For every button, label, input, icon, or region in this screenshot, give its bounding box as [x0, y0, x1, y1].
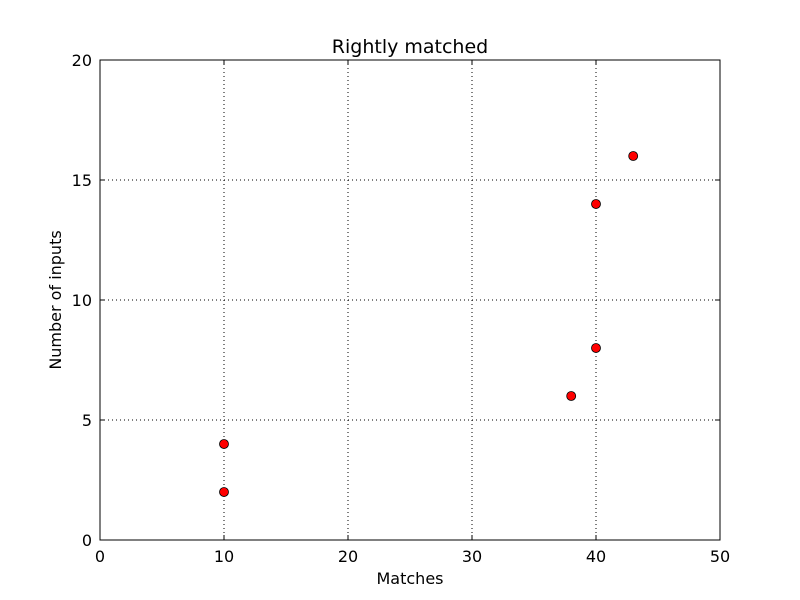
- y-tick-label: 0: [82, 531, 92, 550]
- data-point: [219, 439, 229, 449]
- x-tick-label: 30: [462, 547, 482, 566]
- data-point: [591, 199, 601, 209]
- x-tick-label: 0: [95, 547, 105, 566]
- y-tick-label: 15: [72, 171, 92, 190]
- data-point: [628, 151, 639, 161]
- x-tick-label: 40: [586, 547, 606, 566]
- x-tick-label: 50: [710, 547, 730, 566]
- y-axis-label: Number of inputs: [46, 230, 65, 369]
- x-axis-label: Matches: [377, 569, 444, 588]
- chart-title: Rightly matched: [332, 36, 488, 58]
- data-points: [219, 151, 639, 497]
- data-point: [219, 487, 229, 497]
- plot-area: [99, 59, 721, 541]
- y-tick-labels: 0 5 10 15 20: [72, 51, 92, 550]
- plot-frame: [99, 59, 721, 541]
- y-tick-label: 10: [72, 291, 92, 310]
- data-point: [566, 391, 577, 401]
- y-tick-label: 20: [72, 51, 92, 70]
- x-tick-label: 10: [214, 547, 234, 566]
- data-point: [591, 343, 601, 353]
- x-tick-labels: 0 10 20 30 40 50: [95, 547, 730, 566]
- x-tick-label: 20: [338, 547, 358, 566]
- y-tick-label: 5: [82, 411, 92, 430]
